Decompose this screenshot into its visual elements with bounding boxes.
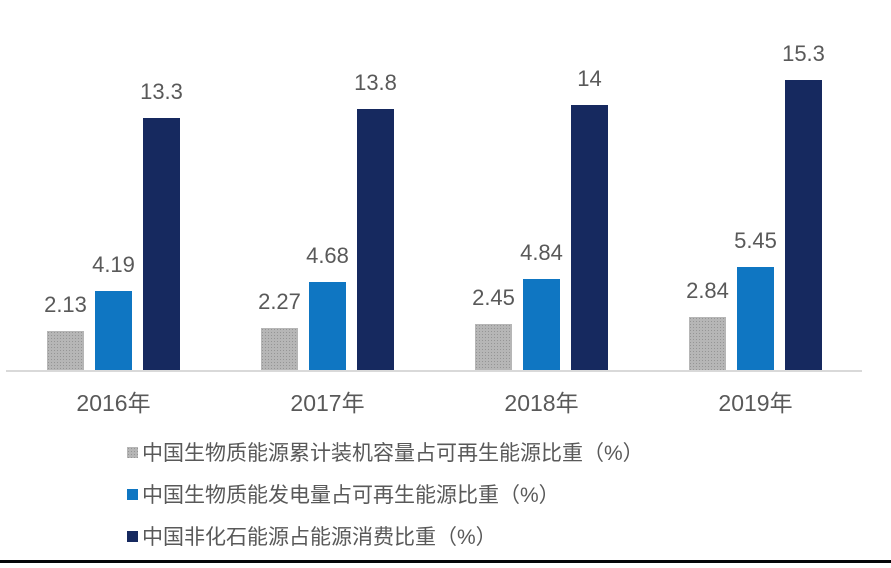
legend-item-2: 中国生物质能发电量占可再生能源比重（%） xyxy=(127,482,560,507)
bottom-border-line xyxy=(0,560,891,563)
category-label-2019年: 2019年 xyxy=(718,390,793,416)
legend-swatch-icon xyxy=(127,488,138,500)
data-label: 2.45 xyxy=(472,285,515,310)
bar-series3-2018年 xyxy=(571,105,608,371)
data-label: 13.8 xyxy=(354,70,397,95)
data-label: 15.3 xyxy=(782,41,825,66)
bar-series3-2016年 xyxy=(143,118,180,371)
bar-series1-2016年 xyxy=(47,331,84,371)
legend-swatch-icon xyxy=(127,446,138,458)
x-axis-line xyxy=(6,370,862,372)
data-label: 4.19 xyxy=(92,252,135,277)
legend-label: 中国生物质能发电量占可再生能源比重（%） xyxy=(142,484,560,507)
data-label: 2.13 xyxy=(44,292,87,317)
bar-series2-2017年 xyxy=(309,282,346,371)
bar-series3-2017年 xyxy=(357,109,394,371)
data-label: 2.84 xyxy=(686,278,729,303)
legend-item-3: 中国非化石能源占能源消费比重（%） xyxy=(127,524,497,549)
data-label: 13.3 xyxy=(140,79,183,104)
bar-series1-2018年 xyxy=(475,324,512,371)
data-label: 4.84 xyxy=(520,240,563,265)
bar-series2-2018年 xyxy=(523,279,560,371)
bar-series1-2019年 xyxy=(689,317,726,371)
bar-series2-2019年 xyxy=(737,267,774,371)
legend-item-1: 中国生物质能源累计装机容量占可再生能源比重（%） xyxy=(127,440,644,465)
bar-series3-2019年 xyxy=(785,80,822,371)
bar-series2-2016年 xyxy=(95,291,132,371)
legend-swatch-icon xyxy=(127,530,138,542)
legend-label: 中国生物质能源累计装机容量占可再生能源比重（%） xyxy=(142,442,644,465)
plot-area: 2.13 4.19 13.3 2.27 4.68 13.8 2.45 4.84 14 2.84 5.… xyxy=(44,41,825,371)
data-label: 2.27 xyxy=(258,289,301,314)
bar-series1-2017年 xyxy=(261,328,298,371)
legend-label: 中国非化石能源占能源消费比重（%） xyxy=(142,526,497,549)
data-label: 4.68 xyxy=(306,243,349,268)
category-label-2016年: 2016年 xyxy=(76,390,151,416)
data-label: 14 xyxy=(577,66,602,91)
category-label-2018年: 2018年 xyxy=(504,390,579,416)
category-label-2017年: 2017年 xyxy=(290,390,365,416)
data-label: 5.45 xyxy=(734,228,777,253)
